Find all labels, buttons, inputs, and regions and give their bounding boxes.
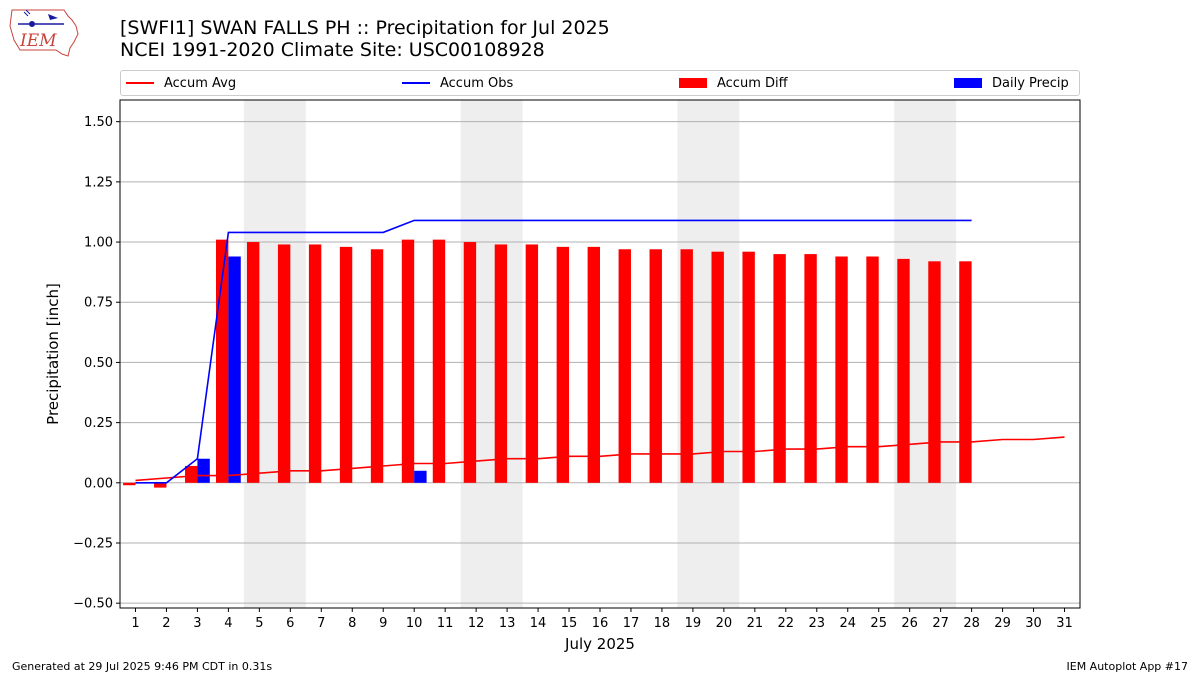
accum-diff-bar xyxy=(401,239,415,483)
accum-diff-bar xyxy=(432,239,446,483)
accum-diff-bar xyxy=(835,256,848,483)
y-axis-label: Precipitation [inch] xyxy=(44,283,62,425)
x-tick-label: 7 xyxy=(317,616,325,631)
accum-diff-bar xyxy=(866,256,879,483)
accum-diff-bar xyxy=(308,244,322,483)
daily-precip-bar xyxy=(197,458,210,483)
daily-precip-bar xyxy=(414,470,427,483)
accum-diff-bar xyxy=(277,244,291,483)
legend-swatch-accum-avg xyxy=(126,82,154,84)
x-tick-label: 6 xyxy=(286,616,294,631)
accum-diff-bar xyxy=(804,254,817,483)
x-tick-label: 26 xyxy=(901,616,918,631)
accum-obs-line xyxy=(135,219,972,484)
x-tick-label: 28 xyxy=(963,616,980,631)
x-tick-label: 25 xyxy=(870,616,887,631)
accum-diff-bar xyxy=(246,242,260,483)
accum-diff-bar xyxy=(463,242,477,483)
x-tick-label: 14 xyxy=(530,616,547,631)
chart-legend: Accum Avg Accum Obs Accum Diff Daily Pre… xyxy=(120,70,1080,96)
x-tick-label: 5 xyxy=(255,616,263,631)
y-tick-label: 1.00 xyxy=(84,236,113,251)
x-tick-label: 2 xyxy=(162,616,170,631)
y-tick-label: 1.25 xyxy=(84,175,113,190)
accum-diff-bar xyxy=(525,244,539,483)
y-tick-label: −0.50 xyxy=(73,597,113,612)
chart-title: [SWFI1] SWAN FALLS PH :: Precipitation f… xyxy=(120,17,610,39)
y-axis-ticks: −0.50 −0.25 0.00 0.25 0.50 0.75 1.00 1.25 1.50 xyxy=(73,115,120,612)
legend-label-accum-diff: Accum Diff xyxy=(717,75,788,91)
legend-label-accum-obs: Accum Obs xyxy=(440,75,514,91)
accum-diff-bar xyxy=(494,244,508,483)
legend-item-daily-precip: Daily Precip xyxy=(954,71,1069,95)
x-tick-label: 11 xyxy=(437,616,454,631)
legend-item-accum-diff: Accum Diff xyxy=(679,71,788,95)
x-tick-label: 4 xyxy=(224,616,232,631)
x-tick-label: 24 xyxy=(839,616,856,631)
accum-avg-line xyxy=(135,436,1065,482)
x-tick-label: 30 xyxy=(1025,616,1042,631)
legend-swatch-accum-diff xyxy=(679,78,707,88)
legend-swatch-accum-obs xyxy=(402,82,430,84)
x-tick-label: 12 xyxy=(468,616,485,631)
accum-diff-bar xyxy=(959,261,972,483)
x-tick-label: 16 xyxy=(592,616,609,631)
x-tick-label: 18 xyxy=(654,616,671,631)
y-tick-label: 0.75 xyxy=(84,296,113,311)
x-tick-label: 23 xyxy=(809,616,826,631)
daily-precip-bars xyxy=(197,256,427,483)
accum-diff-bar xyxy=(928,261,941,483)
x-tick-label: 22 xyxy=(778,616,795,631)
x-tick-label: 20 xyxy=(716,616,733,631)
x-axis-label: July 2025 xyxy=(564,635,635,653)
accum-diff-bar xyxy=(154,482,167,488)
y-tick-label: 0.25 xyxy=(84,416,113,431)
chart-subtitle: NCEI 1991-2020 Climate Site: USC00108928 xyxy=(120,39,545,61)
accum-diff-bar xyxy=(711,251,724,483)
x-tick-label: 31 xyxy=(1056,616,1073,631)
logo-text: IEM xyxy=(19,31,57,51)
accum-diff-bar xyxy=(556,246,570,483)
x-tick-label: 10 xyxy=(406,616,423,631)
accum-diff-bars xyxy=(123,239,972,488)
y-tick-label: −0.25 xyxy=(73,536,113,551)
footer-app: IEM Autoplot App #17 xyxy=(1066,660,1189,673)
accum-diff-bar xyxy=(618,249,631,483)
series-lines xyxy=(135,219,1065,484)
x-tick-label: 13 xyxy=(499,616,516,631)
x-tick-label: 9 xyxy=(379,616,387,631)
legend-label-accum-avg: Accum Avg xyxy=(164,75,237,91)
legend-swatch-daily-precip xyxy=(954,78,982,88)
x-axis-ticks: 1 2 3 4 5 6 7 8 9 10 11 12 13 14 15 16 17 18 19 20 21 22 23 24 2… xyxy=(131,608,1073,631)
x-tick-label: 3 xyxy=(193,616,201,631)
accum-diff-bar xyxy=(680,249,693,483)
x-tick-label: 29 xyxy=(994,616,1011,631)
y-tick-label: 1.50 xyxy=(84,115,113,130)
y-tick-label: 0.50 xyxy=(84,356,113,371)
accum-diff-bar xyxy=(370,249,384,483)
y-tick-label: 0.00 xyxy=(84,476,113,491)
legend-item-accum-avg: Accum Avg xyxy=(126,71,236,95)
accum-diff-bar xyxy=(587,246,600,483)
footer-generated: Generated at 29 Jul 2025 9:46 PM CDT in … xyxy=(12,660,273,673)
x-tick-label: 17 xyxy=(623,616,640,631)
legend-label-daily-precip: Daily Precip xyxy=(992,75,1069,91)
x-tick-label: 19 xyxy=(685,616,702,631)
legend-item-accum-obs: Accum Obs xyxy=(402,71,513,95)
x-tick-label: 21 xyxy=(747,616,764,631)
iem-logo: IEM xyxy=(9,9,79,57)
accum-diff-bar xyxy=(649,249,662,483)
accum-diff-bar xyxy=(773,254,786,483)
x-tick-label: 15 xyxy=(561,616,578,631)
accum-diff-bar xyxy=(123,482,136,486)
accum-diff-bar xyxy=(339,246,353,483)
accum-diff-bar xyxy=(185,465,198,483)
x-tick-label: 27 xyxy=(932,616,949,631)
accum-diff-bar xyxy=(742,251,755,483)
accum-diff-bar xyxy=(897,258,910,483)
x-tick-label: 1 xyxy=(131,616,139,631)
daily-precip-bar xyxy=(228,256,241,483)
x-tick-label: 8 xyxy=(348,616,356,631)
